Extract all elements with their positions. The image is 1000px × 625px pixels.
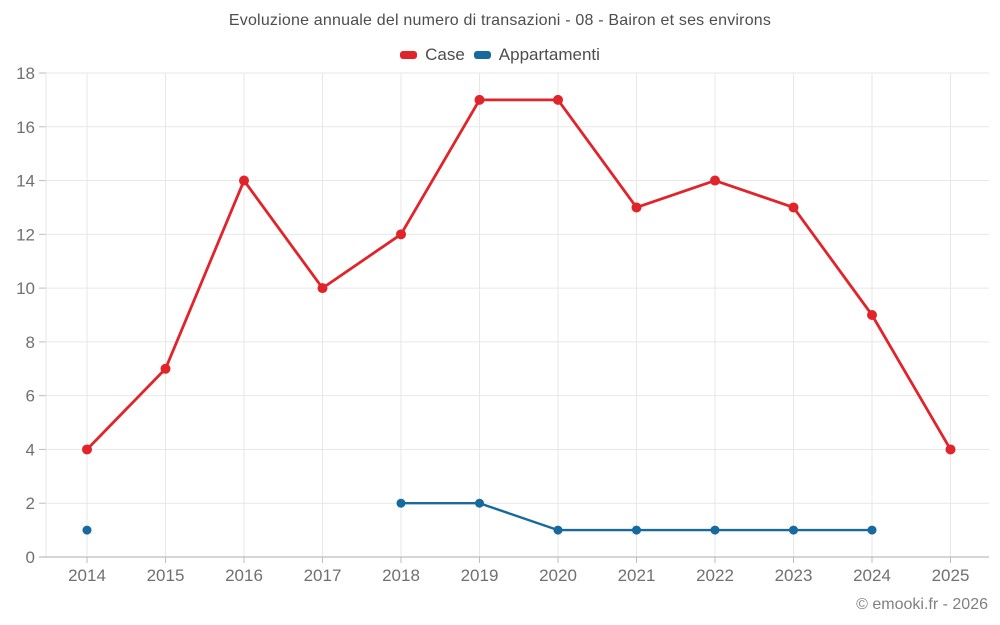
x-tick-label-2024: 2024 [853,566,891,585]
x-tick-label-2017: 2017 [304,566,342,585]
appartamenti-point-2021[interactable] [632,525,641,535]
legend-item-case[interactable]: Case [400,45,465,65]
x-tick-label-2016: 2016 [225,566,263,585]
case-point-2023[interactable] [788,202,799,213]
legend-item-appartamenti[interactable]: Appartamenti [473,45,600,65]
appartamenti-legend-swatch [473,51,491,59]
y-tick-label-8: 8 [26,333,35,352]
case-point-2022[interactable] [710,175,720,186]
y-tick-label-2: 2 [26,494,35,513]
x-tick-label-2020: 2020 [539,566,577,585]
case-point-2015[interactable] [160,363,171,374]
y-tick-label-12: 12 [16,225,35,244]
case-line [85,98,952,451]
case-point-2014[interactable] [82,444,92,455]
case-point-2016[interactable] [239,175,249,186]
appartamenti-point-2020[interactable] [553,525,563,535]
appartamenti-legend-label: Appartamenti [498,45,600,64]
x-tick-label-2021: 2021 [618,566,656,585]
case-point-2021[interactable] [631,202,642,213]
case-point-2024[interactable] [867,310,877,320]
legend: Case Appartamenti [0,43,1000,67]
x-tick-label-2022: 2022 [696,566,734,585]
copyright-footer: © emooki.fr - 2026 [856,596,988,613]
y-tick-label-0: 0 [26,548,35,567]
case-point-2019[interactable] [474,94,485,105]
x-tick-label-2014: 2014 [68,566,106,585]
case-point-2017[interactable] [317,283,328,294]
case-legend-swatch [400,51,418,59]
x-tick-label-2019: 2019 [461,566,499,585]
case-point-2018[interactable] [396,229,406,240]
y-tick-label-16: 16 [16,118,35,137]
appartamenti-point-2023[interactable] [789,525,798,535]
x-tick-label-2023: 2023 [775,566,813,585]
case-point-2020[interactable] [553,94,563,105]
y-tick-label-6: 6 [26,387,35,406]
x-tick-label-2015: 2015 [147,566,185,585]
y-tick-label-14: 14 [16,172,35,191]
appartamenti-point-2018[interactable] [396,498,406,508]
x-tick-label-2025: 2025 [932,566,970,585]
appartamenti-point-2024[interactable] [867,525,877,535]
appartamenti-point-2022[interactable] [710,525,720,535]
x-tick-label-2018: 2018 [382,566,420,585]
appartamenti-point-2019[interactable] [475,498,484,508]
y-tick-label-4: 4 [26,440,35,459]
y-tick-label-10: 10 [16,279,35,298]
appartamenti-point-2014[interactable] [82,525,92,535]
y-tick-label-18: 18 [16,64,35,83]
case-legend-label: Case [425,45,465,64]
chart-title: Evoluzione annuale del numero di transaz… [228,12,772,29]
case-point-2025[interactable] [945,444,956,455]
